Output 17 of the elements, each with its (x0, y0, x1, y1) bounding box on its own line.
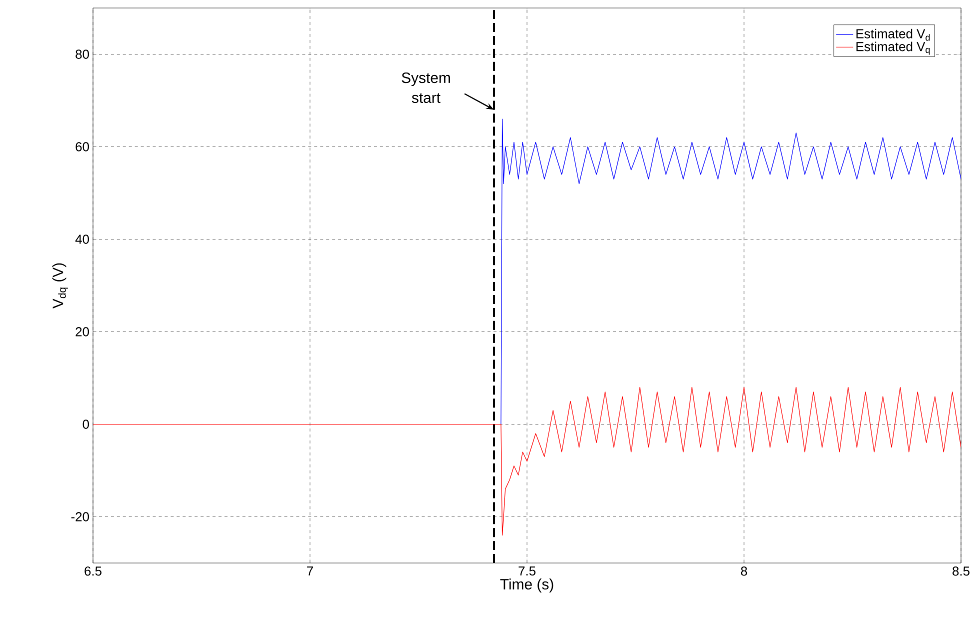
y-tick-label: 40 (75, 234, 89, 244)
x-tick-label: 8 (740, 566, 748, 576)
y-tick-label: 20 (76, 327, 89, 336)
x-tick-label: 7.5 (518, 566, 536, 576)
y-axis-title: V$_{dq}$ (V) (52, 263, 68, 309)
x-tick-label: 6.5 (84, 566, 102, 576)
y-tick-label: 0 (82, 420, 89, 429)
x-tick-label: 8.5 (952, 566, 970, 576)
x-axis-title: Time (s) (500, 578, 554, 592)
y-tick-label: 60 (76, 142, 89, 152)
y-tick-label: 80 (76, 50, 89, 59)
annotation: System start (402, 72, 450, 103)
x-tick-label: 7 (307, 566, 313, 576)
line-series (93, 386, 962, 536)
legend-label: Estimated V$_{q}$ (856, 42, 930, 55)
legend-label: Estimated V$_{d}$ (856, 28, 930, 41)
y-tick-label: -20 (71, 512, 89, 522)
